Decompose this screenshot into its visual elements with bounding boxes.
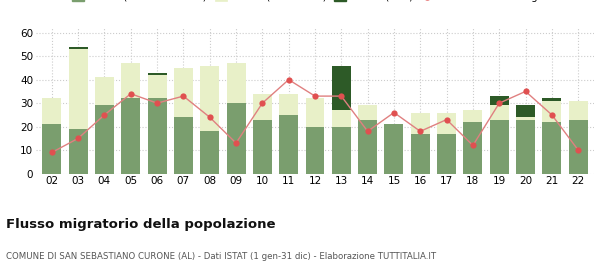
Bar [542, 101, 562, 122]
Bar [174, 68, 193, 117]
Bar [68, 47, 88, 49]
Bar [411, 113, 430, 134]
Legend: Iscritti (da altri comuni), Iscritti (dall'estero), Iscritti (altri), Cancellati: Iscritti (da altri comuni), Iscritti (da… [68, 0, 562, 6]
Text: Flusso migratorio della popolazione: Flusso migratorio della popolazione [6, 218, 275, 231]
Bar [227, 103, 245, 174]
Bar [332, 127, 351, 174]
Bar [411, 134, 430, 174]
Bar [68, 49, 88, 129]
Bar [358, 120, 377, 174]
Bar [490, 120, 509, 174]
Bar [95, 77, 114, 106]
Bar [542, 122, 562, 174]
Bar [43, 124, 61, 174]
Bar [569, 101, 587, 120]
Bar [516, 106, 535, 117]
Bar [332, 110, 351, 127]
Bar [174, 117, 193, 174]
Bar [95, 106, 114, 174]
Bar [516, 120, 535, 174]
Bar [385, 124, 403, 174]
Bar [463, 122, 482, 174]
Text: COMUNE DI SAN SEBASTIANO CURONE (AL) - Dati ISTAT (1 gen-31 dic) - Elaborazione : COMUNE DI SAN SEBASTIANO CURONE (AL) - D… [6, 252, 436, 261]
Bar [200, 131, 219, 174]
Bar [227, 63, 245, 103]
Bar [43, 99, 61, 124]
Bar [68, 129, 88, 174]
Bar [279, 94, 298, 115]
Bar [463, 110, 482, 122]
Bar [121, 99, 140, 174]
Bar [490, 106, 509, 120]
Bar [121, 63, 140, 99]
Bar [542, 99, 562, 101]
Bar [305, 127, 325, 174]
Bar [358, 106, 377, 120]
Bar [437, 113, 456, 134]
Bar [148, 75, 167, 99]
Bar [253, 94, 272, 120]
Bar [200, 66, 219, 131]
Bar [490, 96, 509, 106]
Bar [279, 115, 298, 174]
Bar [148, 73, 167, 75]
Bar [437, 134, 456, 174]
Bar [253, 120, 272, 174]
Bar [516, 117, 535, 120]
Bar [148, 99, 167, 174]
Bar [305, 99, 325, 127]
Bar [569, 120, 587, 174]
Bar [332, 66, 351, 110]
